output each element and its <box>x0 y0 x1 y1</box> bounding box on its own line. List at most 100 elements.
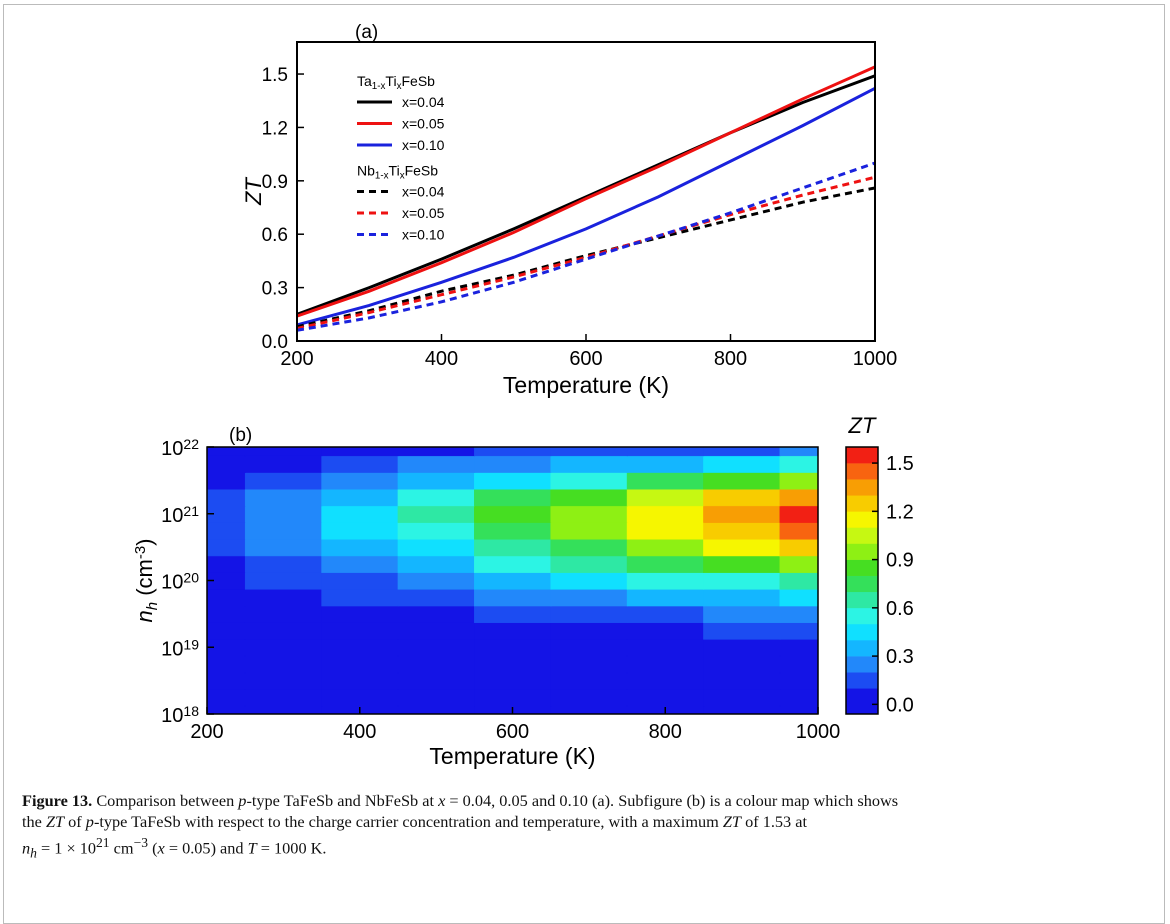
contour-cell <box>244 588 323 607</box>
contour-cell <box>321 571 399 590</box>
x-axis-label: Temperature (K) <box>429 743 595 769</box>
contour-cell <box>703 505 781 523</box>
contour-cell <box>397 488 476 507</box>
contour-cell <box>244 571 323 590</box>
contour-cell <box>626 621 705 640</box>
text-part: FeSb <box>401 73 435 89</box>
contour-cell <box>474 488 552 507</box>
caption-text: ( <box>148 838 158 858</box>
contour-cell <box>550 555 628 573</box>
contour-cell <box>321 638 399 657</box>
contour-cell <box>626 471 705 490</box>
text-part: -3 <box>132 546 149 559</box>
contour-cell <box>626 638 705 657</box>
tick-base: 10 <box>161 638 183 660</box>
contour-cell <box>321 455 399 473</box>
text-part: (cm <box>132 559 157 602</box>
y-tick-label: 0.3 <box>262 279 288 300</box>
contour-cell <box>321 538 399 557</box>
contour-cell <box>397 655 476 674</box>
x-tick-label: 400 <box>425 348 458 370</box>
contour-cell <box>321 588 399 607</box>
legend-label: x=0.10 <box>402 137 445 153</box>
contour-cell <box>244 621 323 640</box>
contour-cell <box>626 455 705 473</box>
colorbar-band <box>846 591 878 609</box>
contour-cell <box>244 555 323 573</box>
series-line <box>297 161 875 332</box>
y-tick-label: 1018 <box>161 703 199 727</box>
contour-field <box>207 447 818 714</box>
contour-cell <box>244 672 323 690</box>
plot-border <box>206 446 819 715</box>
contour-cell <box>779 705 818 714</box>
contour-cell <box>779 488 818 507</box>
caption-text: h <box>30 845 37 861</box>
contour-cell <box>474 505 552 523</box>
page: {"chart_data": [ {"type": "line", "panel… <box>3 4 1165 924</box>
contour-cell <box>550 521 628 540</box>
legend-label: x=0.04 <box>402 94 445 110</box>
text-part: x <box>400 171 405 182</box>
contour-cell <box>397 571 476 590</box>
x-tick-label: 200 <box>280 348 313 370</box>
tick-exponent: 21 <box>183 503 199 519</box>
caption-text: x <box>157 838 165 858</box>
series-line <box>297 65 875 318</box>
colorbar-border <box>845 446 879 715</box>
tick-base: 10 <box>161 572 183 594</box>
contour-cell <box>244 505 323 523</box>
contour-cell <box>626 655 705 674</box>
colorbar-band <box>846 527 878 544</box>
contour-cell <box>474 538 552 557</box>
contour-cell <box>626 555 705 573</box>
contour-cell <box>779 621 818 640</box>
contour-cell <box>703 588 781 607</box>
contour-cell <box>474 621 552 640</box>
x-tick-label: 1000 <box>796 721 841 743</box>
contour-cell <box>397 688 476 707</box>
contour-cell <box>321 505 399 523</box>
caption-text: T <box>247 838 257 858</box>
colorbar-band <box>846 656 878 673</box>
legend-label: x=0.05 <box>402 205 445 221</box>
tick-base: 10 <box>161 705 183 727</box>
text-part: Nb <box>357 163 375 179</box>
contour-cell <box>779 521 818 540</box>
contour-cell <box>550 588 628 607</box>
text-part: 1-x <box>375 171 389 182</box>
colorbar-band <box>846 511 878 528</box>
legend-label: x=0.04 <box>402 184 445 200</box>
legend-title: Nb1-xTixFeSb <box>357 163 438 182</box>
contour-cell <box>474 455 552 473</box>
y-axis-label: nh (cm-3) <box>132 538 161 622</box>
contour-cell <box>550 505 628 523</box>
tick-exponent: 22 <box>183 436 199 452</box>
text-part: ) <box>132 538 157 545</box>
contour-cell <box>244 655 323 674</box>
tick-exponent: 20 <box>183 570 199 586</box>
contour-cell <box>550 571 628 590</box>
contour-cell <box>703 471 781 490</box>
text-part: x <box>397 81 402 92</box>
plot-lines <box>297 65 875 332</box>
contour-cell <box>474 471 552 490</box>
text-part: Ti <box>389 163 400 179</box>
contour-cell <box>550 621 628 640</box>
caption-text: Comparison between <box>92 791 239 810</box>
contour-cell <box>397 672 476 690</box>
colorbar-band <box>846 672 878 689</box>
colorbar-band <box>846 623 878 641</box>
colorbar-band <box>846 479 878 496</box>
contour-cell <box>550 655 628 674</box>
colorbar-band <box>846 640 878 657</box>
contour-cell <box>321 672 399 690</box>
contour-cell <box>397 471 476 490</box>
contour-cell <box>550 471 628 490</box>
caption-label: Figure 13. <box>22 791 93 810</box>
contour-cell <box>321 621 399 640</box>
text-part: Ti <box>385 73 396 89</box>
contour-cell <box>321 471 399 490</box>
y-tick-label: 1019 <box>161 637 199 661</box>
contour-cell <box>244 521 323 540</box>
